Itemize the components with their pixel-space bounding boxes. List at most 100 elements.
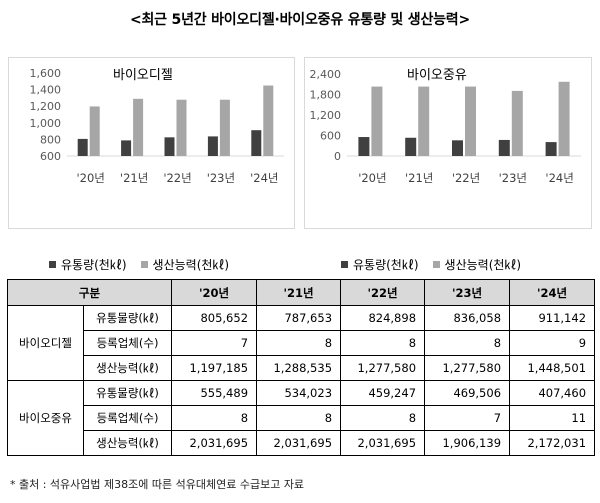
legend-label: 유통량(천㎘) bbox=[353, 258, 419, 272]
x-tick-label: '22년 bbox=[452, 171, 480, 185]
table-cell: 1,277,580 bbox=[424, 355, 511, 381]
x-tick-label: '24년 bbox=[545, 171, 573, 185]
bar bbox=[371, 86, 383, 156]
bar bbox=[89, 106, 100, 156]
y-tick-label: 0 bbox=[334, 150, 341, 163]
bioheavyoil-plot: 2,400 1,800 1,200 600 0 '20년 '21년 '22년 '23년 '24년 bbox=[310, 68, 581, 185]
table-cell: 836,058 bbox=[424, 305, 511, 331]
legend-item-capacity: 생산능력(천㎘) bbox=[140, 256, 230, 273]
table-cell: 8 bbox=[171, 405, 258, 431]
table-cell: 459,247 bbox=[340, 380, 426, 406]
table-cell: 2,172,031 bbox=[509, 430, 596, 456]
data-table: 구분 '20년 '21년 '22년 '23년 '24년 바이오디젤 유통물량(㎘)… bbox=[6, 279, 596, 456]
header-year: '21년 bbox=[256, 279, 342, 306]
table-cell: 1,906,139 bbox=[424, 430, 511, 456]
table-cell: 1,197,185 bbox=[171, 355, 258, 381]
legend-swatch bbox=[49, 261, 56, 268]
table-cell: 1,448,501 bbox=[509, 355, 596, 381]
row-label: 생산능력(㎘) bbox=[82, 430, 173, 456]
table-row: 등록업체(수) 7 8 8 8 9 bbox=[8, 330, 596, 356]
bar bbox=[263, 85, 274, 156]
y-tick-label: 1,000 bbox=[30, 117, 62, 130]
bar bbox=[465, 86, 476, 156]
bar bbox=[452, 140, 463, 156]
bar bbox=[405, 137, 417, 156]
row-label: 유통물량(㎘) bbox=[82, 305, 173, 331]
bar bbox=[545, 142, 557, 156]
bar bbox=[77, 138, 88, 156]
table-cell: 407,460 bbox=[509, 380, 596, 406]
legend-swatch bbox=[341, 261, 348, 268]
table-cell: 7 bbox=[424, 405, 511, 431]
row-label: 등록업체(수) bbox=[82, 330, 173, 356]
table-cell: 2,031,695 bbox=[171, 430, 258, 456]
group-label: 바이오디젤 bbox=[7, 305, 84, 381]
biodiesel-plot: 1,600 1,400 1,200 1,000 800 600 '20년 '21년 '22년 '2… bbox=[30, 67, 284, 185]
y-tick-label: 800 bbox=[40, 133, 61, 146]
header-category: 구분 bbox=[6, 279, 173, 306]
x-tick-label: '21년 bbox=[405, 171, 433, 185]
bar bbox=[133, 98, 144, 156]
bar bbox=[164, 137, 175, 156]
table-cell: 787,653 bbox=[256, 305, 342, 331]
y-tick-label: 1,200 bbox=[30, 100, 62, 113]
x-tick-label: '24년 bbox=[250, 171, 278, 185]
legend-item-distribution: 유통량(천㎘) bbox=[341, 256, 419, 273]
header-year: '23년 bbox=[424, 279, 511, 306]
group-label: 바이오중유 bbox=[7, 380, 84, 456]
source-note: * 출처 : 석유사업법 제38조에 따른 석유대체연료 수급보고 자료 bbox=[10, 478, 305, 491]
header-year: '24년 bbox=[509, 279, 596, 306]
bar bbox=[251, 130, 262, 156]
table-cell: 11 bbox=[509, 405, 596, 431]
table-cell: 1,288,535 bbox=[256, 355, 342, 381]
y-tick-label: 1,200 bbox=[310, 109, 342, 122]
table-cell: 1,277,580 bbox=[340, 355, 426, 381]
y-tick-label: 2,400 bbox=[310, 68, 342, 81]
table-cell: 469,506 bbox=[424, 380, 511, 406]
legend: 유통량(천㎘) 생산능력(천㎘) bbox=[341, 256, 535, 273]
table-cell: 824,898 bbox=[340, 305, 426, 331]
table-row: 바이오중유 유통물량(㎘) 555,489 534,023 459,247 469,506… bbox=[7, 380, 596, 456]
page-title: <최근 5년간 바이오디젤·바이오중유 유통량 및 생산능력> bbox=[129, 12, 471, 28]
y-tick-label: 600 bbox=[40, 150, 61, 163]
legend-label: 생산능력(천㎘) bbox=[152, 258, 230, 272]
legend: 유통량(천㎘) 생산능력(천㎘) bbox=[49, 256, 243, 273]
table-cell: 805,652 bbox=[171, 305, 258, 331]
chart-biodiesel: 바이오디젤 1,600 1,400 1,200 1,000 800 600 '20년 '21년… bbox=[8, 57, 295, 272]
table-cell: 8 bbox=[424, 330, 511, 356]
bar bbox=[219, 99, 230, 156]
header-year: '22년 bbox=[340, 279, 426, 306]
bar bbox=[176, 99, 187, 156]
x-tick-label: '23년 bbox=[499, 171, 527, 185]
row-label: 유통물량(㎘) bbox=[82, 380, 173, 406]
x-tick-label: '22년 bbox=[163, 171, 191, 185]
legend-swatch bbox=[432, 261, 440, 268]
legend-label: 유통량(천㎘) bbox=[61, 258, 127, 272]
chart-bioheavyoil: 바이오중유 2,400 1,800 1,200 600 0 '20년 '21년 '22년 '23… bbox=[304, 57, 592, 272]
y-tick-label: 1,800 bbox=[310, 89, 342, 102]
y-tick-label: 1,400 bbox=[30, 84, 62, 97]
bar bbox=[498, 139, 510, 156]
chart-title: 바이오중유 bbox=[407, 68, 467, 83]
y-tick-label: 1,600 bbox=[30, 67, 62, 80]
table-cell: 8 bbox=[340, 330, 426, 356]
bar bbox=[207, 136, 218, 156]
table-header-row: 구분 '20년 '21년 '22년 '23년 '24년 bbox=[6, 279, 596, 306]
legend-label: 생산능력(천㎘) bbox=[444, 258, 522, 272]
bar bbox=[418, 86, 430, 156]
bar bbox=[121, 140, 132, 156]
bar bbox=[511, 90, 523, 156]
bar bbox=[558, 81, 570, 156]
table-row: 바이오디젤 유통물량(㎘) 805,652 787,653 824,898 836,058… bbox=[7, 305, 596, 381]
legend-item-distribution: 유통량(천㎘) bbox=[49, 256, 127, 273]
table-cell: 8 bbox=[256, 405, 342, 431]
x-tick-label: '23년 bbox=[207, 171, 235, 185]
table-cell: 555,489 bbox=[171, 380, 258, 406]
table-row: 생산능력(㎘) 2,031,695 2,031,695 2,031,695 1,906,… bbox=[8, 430, 596, 456]
row-label: 생산능력(㎘) bbox=[82, 355, 173, 381]
table-cell: 9 bbox=[509, 330, 596, 356]
table-cell: 534,023 bbox=[256, 380, 342, 406]
table-cell: 2,031,695 bbox=[340, 430, 426, 456]
chart-title: 바이오디젤 bbox=[113, 68, 173, 83]
table-row: 등록업체(수) 8 8 8 7 11 bbox=[8, 405, 596, 431]
